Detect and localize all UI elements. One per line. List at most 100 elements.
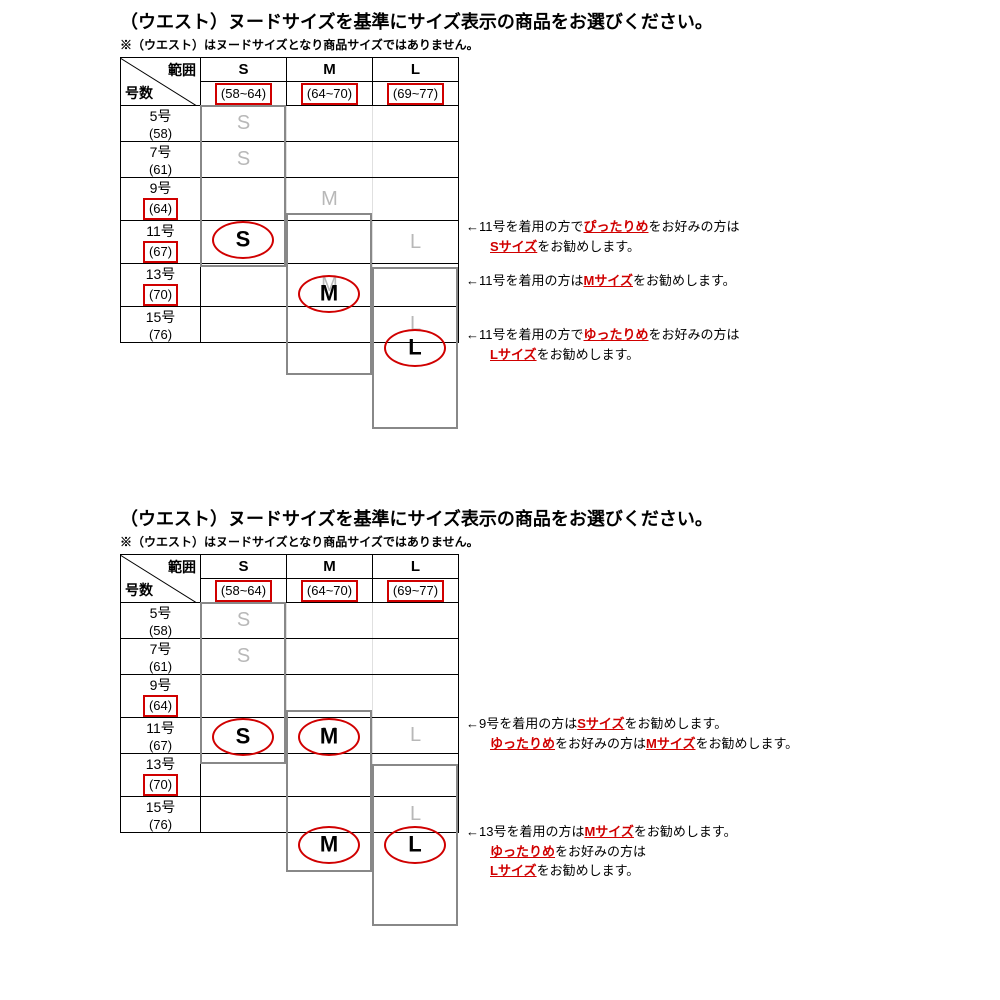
row-size-num: (67): [121, 241, 200, 263]
header-diagonal: 範囲 号数: [121, 58, 201, 106]
chart-title: （ウエスト）ヌードサイズを基準にサイズ表示の商品をお選びください。: [120, 8, 713, 34]
size-cell: [373, 754, 459, 797]
size-cell: [201, 718, 287, 754]
size-cell: [373, 178, 459, 221]
row-size-num: (58): [121, 126, 200, 141]
row-size-label: 13号: [121, 754, 200, 774]
annotation-line: ←13号を着用の方はMサイズをお勧めします。: [466, 822, 737, 842]
annotation-line: ←9号を着用の方はSサイズをお勧めします。: [466, 714, 798, 734]
annotation: ←13号を着用の方はMサイズをお勧めします。ゆったりめをお好みの方はLサイズをお…: [466, 822, 737, 881]
row-size-num: (64): [121, 198, 200, 220]
chart-title: （ウエスト）ヌードサイズを基準にサイズ表示の商品をお選びください。: [120, 505, 713, 531]
size-cell: [201, 221, 287, 264]
size-cell: S: [201, 639, 287, 675]
size-cell: L: [373, 307, 459, 343]
annotation-line: ゆったりめをお好みの方は: [466, 842, 737, 862]
row-size-label: 5号: [121, 106, 200, 126]
range-l: (69~77): [387, 83, 444, 105]
size-cell: [287, 307, 373, 343]
watermark-letter: M: [321, 724, 338, 746]
row-size-label: 7号: [121, 142, 200, 162]
row-size-num: (76): [121, 327, 200, 342]
size-cell: [287, 142, 373, 178]
annotation-line: ←11号を着用の方でゆったりめをお好みの方は: [466, 325, 740, 345]
size-cell: [287, 221, 373, 264]
size-cell: M: [287, 178, 373, 221]
range-m: (64~70): [301, 83, 358, 105]
size-cell: [373, 639, 459, 675]
watermark-letter: S: [237, 609, 250, 631]
size-table: 範囲 号数 S M L (58~64) (64~70) (69~77) 5号(5…: [120, 57, 459, 343]
header-size-s: S: [201, 58, 287, 82]
range-l: (69~77): [387, 580, 444, 602]
row-size-num: (61): [121, 162, 200, 177]
range-m: (64~70): [301, 580, 358, 602]
row-label: 15号(76): [121, 797, 201, 833]
size-cell: [287, 106, 373, 142]
size-cell: S: [201, 106, 287, 142]
row-size-label: 15号: [121, 307, 200, 327]
size-cell: [287, 675, 373, 718]
watermark-letter: S: [237, 645, 250, 667]
size-cell: L: [373, 797, 459, 833]
watermark-letter: L: [410, 724, 421, 746]
chart-subtitle: ※（ウエスト）はヌードサイズとなり商品サイズではありません。: [120, 533, 713, 550]
header-size-l: L: [373, 555, 459, 579]
watermark-letter: M: [321, 188, 338, 210]
size-cell: L: [373, 221, 459, 264]
header-size-m: M: [287, 555, 373, 579]
row-label: 7号(61): [121, 142, 201, 178]
size-cell: [373, 264, 459, 307]
row-label: 13号(70): [121, 754, 201, 797]
size-cell: M: [287, 718, 373, 754]
row-size-label: 11号: [121, 718, 200, 738]
row-size-label: 7号: [121, 639, 200, 659]
ellipse-label: M: [320, 831, 338, 857]
row-label: 7号(61): [121, 639, 201, 675]
row-label: 11号(67): [121, 221, 201, 264]
range-s: (58~64): [215, 580, 272, 602]
size-cell: [201, 307, 287, 343]
size-cell: [201, 754, 287, 797]
row-size-label: 9号: [121, 675, 200, 695]
row-size-label: 11号: [121, 221, 200, 241]
row-size-num: (76): [121, 817, 200, 832]
chart-subtitle: ※（ウエスト）はヌードサイズとなり商品サイズではありません。: [120, 36, 713, 53]
annotation-line: ゆったりめをお好みの方はMサイズをお勧めします。: [466, 734, 798, 754]
header-size-s: S: [201, 555, 287, 579]
watermark-letter: L: [410, 803, 421, 825]
watermark-letter: S: [237, 112, 250, 134]
size-chart-2: （ウエスト）ヌードサイズを基準にサイズ表示の商品をお選びください。 ※（ウエスト…: [120, 505, 713, 838]
row-label: 9号(64): [121, 178, 201, 221]
row-label: 9号(64): [121, 675, 201, 718]
row-label: 5号(58): [121, 106, 201, 142]
row-label: 13号(70): [121, 264, 201, 307]
row-size-num: (58): [121, 623, 200, 638]
row-size-label: 5号: [121, 603, 200, 623]
ellipse-label: L: [408, 831, 421, 857]
row-size-label: 15号: [121, 797, 200, 817]
header-size-m: M: [287, 58, 373, 82]
row-size-num: (61): [121, 659, 200, 674]
row-label: 5号(58): [121, 603, 201, 639]
size-cell: [201, 675, 287, 718]
size-cell: S: [201, 142, 287, 178]
size-cell: [201, 264, 287, 307]
size-cell: [373, 675, 459, 718]
row-size-label: 9号: [121, 178, 200, 198]
size-cell: [287, 639, 373, 675]
annotation: ←11号を着用の方はMサイズをお勧めします。: [466, 271, 736, 291]
size-chart-1: （ウエスト）ヌードサイズを基準にサイズ表示の商品をお選びください。 ※（ウエスト…: [120, 8, 713, 348]
range-s: (58~64): [215, 83, 272, 105]
row-label: 15号(76): [121, 307, 201, 343]
annotation-line: ←11号を着用の方はMサイズをお勧めします。: [466, 271, 736, 291]
header-diagonal: 範囲 号数: [121, 555, 201, 603]
annotation-line: ←11号を着用の方でぴったりめをお好みの方は: [466, 217, 740, 237]
size-cell: [201, 797, 287, 833]
watermark-letter: M: [321, 274, 338, 296]
annotation-line: Lサイズをお勧めします。: [466, 861, 737, 881]
annotation-line: Sサイズをお勧めします。: [466, 237, 740, 257]
watermark-letter: S: [237, 148, 250, 170]
row-label: 11号(67): [121, 718, 201, 754]
size-cell: [373, 603, 459, 639]
